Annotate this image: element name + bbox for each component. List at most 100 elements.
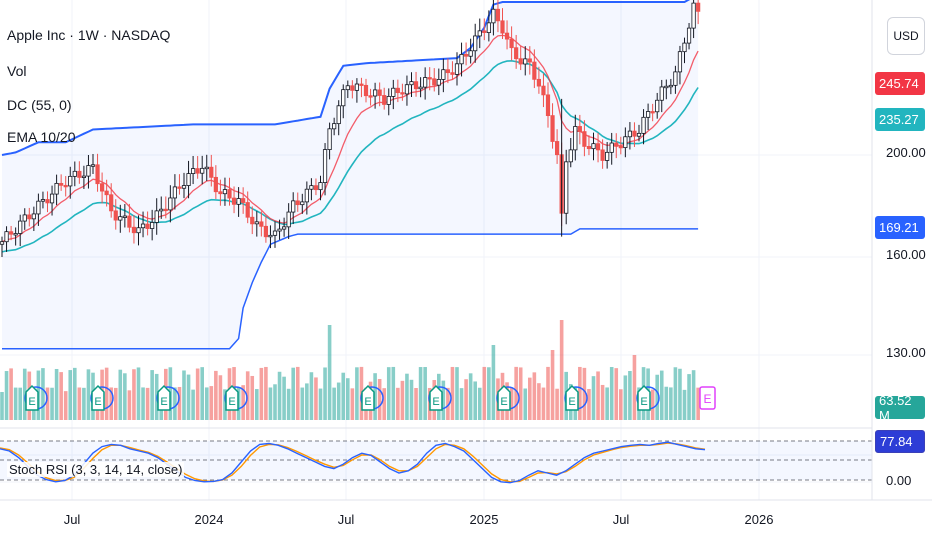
- candle-body: [354, 83, 360, 91]
- volume-bar: [386, 367, 391, 420]
- candle-body: [468, 50, 473, 57]
- symbol-title[interactable]: Apple Inc · 1W · NASDAQ: [7, 27, 171, 43]
- candle-body: [541, 85, 546, 96]
- candle-body: [655, 99, 660, 113]
- volume-bar: [446, 387, 450, 420]
- volume-bar: [59, 372, 63, 420]
- candle-body: [605, 151, 610, 161]
- volume-bar: [113, 387, 118, 420]
- candle-body: [482, 30, 487, 33]
- candle-body: [577, 126, 582, 132]
- candle-body: [391, 87, 396, 97]
- candle-body: [8, 231, 14, 235]
- candle-body: [45, 199, 50, 204]
- volume-bar: [82, 387, 86, 420]
- candle-body: [363, 84, 369, 97]
- candle-body: [122, 215, 127, 218]
- candle-body: [31, 213, 36, 220]
- volume-bar: [441, 380, 446, 420]
- volume-bar: [418, 367, 423, 420]
- legend-vol[interactable]: Vol: [7, 63, 27, 79]
- y-tick-160: 160.00: [886, 247, 926, 262]
- candle-body: [459, 54, 464, 65]
- candle-body: [432, 78, 437, 86]
- stoch-value-tag: 77.84: [875, 430, 925, 453]
- earnings-letter: E: [432, 396, 439, 408]
- volume-bar: [391, 366, 396, 420]
- earnings-letter: E: [568, 396, 575, 408]
- candle-body: [245, 202, 250, 218]
- candle-body: [127, 215, 132, 228]
- volume-bar: [459, 388, 464, 420]
- currency-button[interactable]: USD: [887, 17, 925, 55]
- candle-body: [236, 198, 241, 205]
- candle-body: [623, 136, 628, 149]
- legend-donchian[interactable]: DC (55, 0): [7, 97, 72, 113]
- volume-bar: [350, 388, 355, 420]
- candle-body: [523, 58, 528, 65]
- volume-bar: [200, 367, 204, 420]
- volume-bar: [150, 370, 154, 420]
- volume-bar: [632, 355, 637, 420]
- candle-body: [382, 95, 387, 105]
- y-tick-200: 200.00: [886, 145, 926, 160]
- candle-body: [463, 54, 469, 57]
- candle-body: [504, 32, 510, 40]
- candle-body: [545, 94, 551, 117]
- x-tick-2024: 2024: [194, 512, 224, 527]
- volume-bar: [104, 367, 109, 420]
- volume-bar: [13, 387, 18, 420]
- volume-bar: [382, 388, 386, 420]
- candle-body: [286, 211, 291, 228]
- volume-bar: [182, 370, 186, 420]
- volume-bar: [309, 372, 314, 420]
- earnings-upcoming: [699, 386, 716, 410]
- volume-bar: [204, 387, 209, 420]
- volume-bar: [650, 389, 655, 420]
- candle-body: [445, 69, 451, 74]
- candle-body: [195, 168, 200, 174]
- volume-bar: [314, 377, 318, 420]
- legend-ema[interactable]: EMA 10/20: [7, 129, 76, 145]
- volume-bar: [341, 372, 346, 420]
- volume-bar: [277, 371, 282, 420]
- donchian-low-price-tag: 169.21: [875, 216, 925, 239]
- volume-bar: [54, 368, 59, 420]
- candle-body: [213, 176, 218, 193]
- volume-bar: [332, 387, 336, 420]
- candle-body: [423, 77, 428, 88]
- volume-bar: [487, 367, 491, 420]
- candle-body: [686, 27, 692, 44]
- candle-body: [59, 182, 64, 186]
- volume-bar: [318, 388, 323, 420]
- volume-bar: [255, 389, 259, 420]
- candle-body: [564, 161, 569, 214]
- volume-bar: [45, 387, 50, 420]
- candle-body: [682, 42, 687, 53]
- candle-body: [145, 223, 150, 229]
- candle-body: [136, 227, 141, 234]
- candle-body: [586, 145, 592, 150]
- volume-bar: [68, 370, 73, 420]
- earnings-letter: E: [160, 396, 167, 408]
- volume-bar: [295, 366, 300, 420]
- volume-bar: [473, 381, 477, 420]
- earnings-marker: [225, 384, 239, 411]
- volume-bar: [273, 384, 277, 420]
- volume-bar: [268, 387, 273, 420]
- volume-bar: [86, 369, 91, 420]
- candle-body: [22, 214, 27, 222]
- volume-bar: [655, 374, 659, 420]
- legend-stoch-rsi[interactable]: Stoch RSI (3, 3, 14, 14, close): [7, 462, 185, 477]
- volume-bar: [336, 382, 341, 420]
- volume-bar: [195, 368, 200, 420]
- volume-bar: [537, 383, 541, 420]
- volume-bar: [468, 373, 473, 420]
- candle-body: [118, 216, 123, 221]
- candle-body: [86, 165, 91, 177]
- candle-body: [77, 170, 82, 178]
- candle-body: [113, 210, 118, 221]
- candle-body: [568, 149, 573, 163]
